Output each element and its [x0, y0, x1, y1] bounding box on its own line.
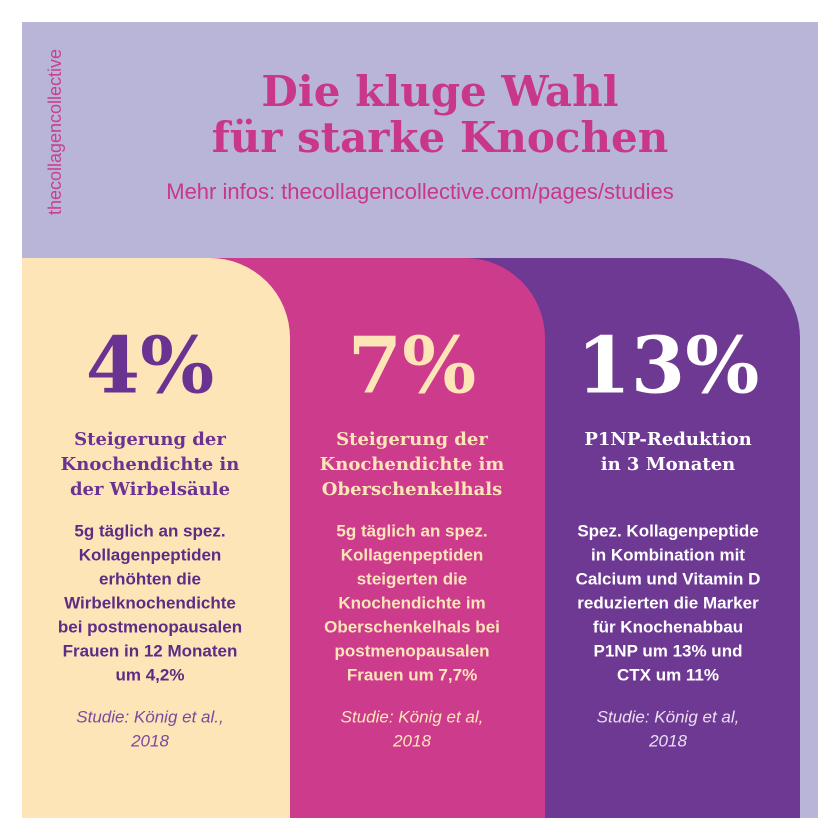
- panel-source: Studie: König et al,: [341, 707, 484, 726]
- panel-body: Oberschenkelhals bei: [324, 617, 500, 636]
- panel-body: Spez. Kollagenpeptide: [577, 521, 758, 540]
- panel-body: Wirbelknochendichte: [64, 593, 236, 612]
- panel-body: reduzierten die Marker: [577, 593, 759, 612]
- panel-body: um 4,2%: [116, 665, 185, 684]
- panel-body: Knochendichte im: [338, 593, 485, 612]
- panel-body: bei postmenopausalen: [58, 617, 242, 636]
- panel-source: 2018: [130, 731, 169, 750]
- title-line: für starke Knochen: [212, 113, 669, 162]
- panel-body: erhöhten die: [99, 569, 201, 588]
- panel-body: steigerten die: [357, 569, 468, 588]
- panel-body: postmenopausalen: [335, 641, 490, 660]
- panel-heading: der Wirbelsäule: [70, 479, 230, 500]
- panel-source: 2018: [392, 731, 431, 750]
- panel-body: CTX um 11%: [617, 665, 719, 684]
- panel-body: Kollagenpeptiden: [79, 545, 222, 564]
- panel-body: P1NP um 13% und: [594, 641, 743, 660]
- panel-body: Frauen in 12 Monaten: [63, 641, 238, 660]
- panel-heading: in 3 Monaten: [601, 454, 736, 475]
- panel-body: Calcium und Vitamin D: [576, 569, 761, 588]
- panel-cream: [22, 258, 290, 818]
- panel-body: in Kombination mit: [591, 545, 745, 564]
- panel-heading: Knochendichte in: [61, 454, 240, 475]
- panel-source: Studie: König et al.,: [76, 707, 223, 726]
- panel-body: 5g täglich an spez.: [336, 521, 487, 540]
- panel-heading: Oberschenkelhals: [322, 479, 502, 500]
- panel-source: 2018: [648, 731, 687, 750]
- panel-figure: 13%: [577, 321, 760, 412]
- title-line: Die kluge Wahl: [261, 67, 618, 116]
- brand: thecollagencollective: [45, 49, 65, 215]
- panel-body: Kollagenpeptiden: [341, 545, 484, 564]
- panel-heading: Knochendichte im: [320, 454, 505, 475]
- panel-source: Studie: König et al,: [597, 707, 740, 726]
- subtitle: Mehr infos: thecollagencollective.com/pa…: [166, 179, 674, 204]
- panel-heading: P1NP-Reduktion: [584, 429, 751, 450]
- panel-heading: Steigerung der: [74, 429, 226, 450]
- panel-body: Frauen um 7,7%: [347, 665, 477, 684]
- panel-body: 5g täglich an spez.: [74, 521, 225, 540]
- panel-figure: 4%: [86, 321, 214, 412]
- panel-body: für Knochenabbau: [593, 617, 743, 636]
- panel-heading: Steigerung der: [336, 429, 488, 450]
- panel-figure: 7%: [348, 321, 476, 412]
